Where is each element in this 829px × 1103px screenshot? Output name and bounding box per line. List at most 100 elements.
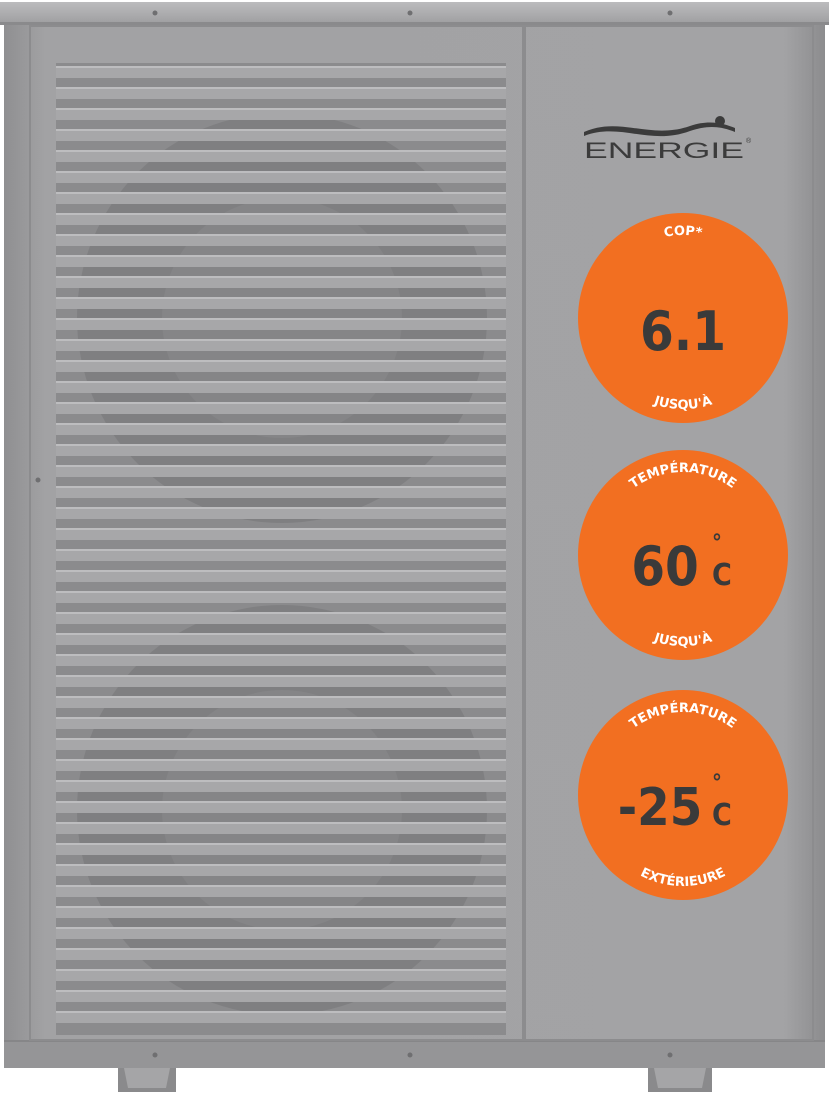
- screws: [35, 10, 673, 1058]
- louver-highlight: [56, 402, 506, 404]
- louver-highlight: [56, 717, 506, 719]
- badge-cop-bottom-label: JUSQU'À: [651, 393, 714, 413]
- registered-mark: ®: [746, 137, 752, 145]
- badge-outdoor-temperature-degree: °: [712, 771, 722, 796]
- grille-louver: [56, 402, 506, 414]
- grille-louver: [56, 276, 506, 288]
- louver-highlight: [56, 423, 506, 425]
- grille-louver: [56, 591, 506, 603]
- grille-louver: [56, 675, 506, 687]
- louver-highlight: [56, 612, 506, 614]
- grille-louver: [56, 528, 506, 540]
- louver-highlight: [56, 822, 506, 824]
- louver-highlight: [56, 318, 506, 320]
- grille-louver: [56, 213, 506, 225]
- badge-cop-value: 6.1: [640, 300, 726, 363]
- louver-highlight: [56, 1011, 506, 1013]
- grille-louver: [56, 633, 506, 645]
- grille-louver: [56, 864, 506, 876]
- louver-highlight: [56, 591, 506, 593]
- louver-highlight: [56, 675, 506, 677]
- grille-louver: [56, 717, 506, 729]
- svg-text:JUSQU'À: JUSQU'À: [651, 630, 714, 650]
- louver-highlight: [56, 633, 506, 635]
- grille-louver: [56, 129, 506, 141]
- louver-highlight: [56, 801, 506, 803]
- energie-logo: ENERGIE ®: [584, 116, 752, 163]
- grille-louver: [56, 255, 506, 267]
- louver-highlight: [56, 297, 506, 299]
- louver-highlight: [56, 108, 506, 110]
- louver-highlight: [56, 192, 506, 194]
- louver-highlight: [56, 234, 506, 236]
- grille-louver: [56, 66, 506, 78]
- louver-highlight: [56, 528, 506, 530]
- grille-louver: [56, 654, 506, 666]
- svg-text:COP*: COP*: [663, 224, 704, 241]
- louver-highlight: [56, 948, 506, 950]
- badge-outdoor-temperature-value: -25: [618, 778, 703, 838]
- louver-highlight: [56, 87, 506, 89]
- louver-highlight: [56, 843, 506, 845]
- badge-cop-top-label: COP*: [663, 224, 704, 241]
- top-lid: [0, 2, 829, 24]
- louver-highlight: [56, 381, 506, 383]
- badge-water-temperature-unit: C: [712, 558, 732, 593]
- svg-text:JUSQU'À: JUSQU'À: [651, 393, 714, 413]
- louver-highlight: [56, 549, 506, 551]
- grille-louver: [56, 612, 506, 624]
- fan-grille: [56, 63, 506, 1035]
- louver-highlight: [56, 570, 506, 572]
- louver-highlight: [56, 927, 506, 929]
- grille-louver: [56, 885, 506, 897]
- grille-louver: [56, 234, 506, 246]
- louver-highlight: [56, 885, 506, 887]
- badge-outdoor-temperature-unit: C: [712, 798, 732, 833]
- badge-water-temperature-degree: °: [712, 531, 722, 556]
- grille-louver: [56, 171, 506, 183]
- louver-highlight: [56, 276, 506, 278]
- louver-highlight: [56, 339, 506, 341]
- grille-louver: [56, 843, 506, 855]
- louver-highlight: [56, 906, 506, 908]
- louver-highlight: [56, 66, 506, 68]
- grille-louver: [56, 339, 506, 351]
- louver-highlight: [56, 465, 506, 467]
- grille-louver: [56, 969, 506, 981]
- louver-highlight: [56, 255, 506, 257]
- grille-louver: [56, 360, 506, 372]
- grille-louver: [56, 1011, 506, 1023]
- louver-highlight: [56, 780, 506, 782]
- mounting-feet: [118, 1064, 712, 1092]
- grille-louver: [56, 990, 506, 1002]
- grille-louver: [56, 318, 506, 330]
- grille-louver: [56, 549, 506, 561]
- louver-highlight: [56, 171, 506, 173]
- louver-highlight: [56, 654, 506, 656]
- badge-water-temperature: TEMPÉRATURE 60 ° C JUSQU'À: [578, 450, 788, 660]
- louver-highlight: [56, 759, 506, 761]
- grille-louver: [56, 87, 506, 99]
- grille-louver: [56, 927, 506, 939]
- grille-louver: [56, 696, 506, 708]
- grille-louver: [56, 738, 506, 750]
- louver-highlight: [56, 129, 506, 131]
- grille-louver: [56, 801, 506, 813]
- louver-highlight: [56, 150, 506, 152]
- grille-louver: [56, 297, 506, 309]
- badge-cop: COP* 6.1 JUSQU'À: [578, 213, 788, 423]
- grille-louver: [56, 906, 506, 918]
- louver-highlight: [56, 507, 506, 509]
- grille-louver: [56, 192, 506, 204]
- louver-highlight: [56, 864, 506, 866]
- badge-water-temperature-bottom-label: JUSQU'À: [651, 630, 714, 650]
- badge-outdoor-temperature: TEMPÉRATURE -25 ° C EXTÉRIEURE: [578, 690, 788, 900]
- grille-louver: [56, 822, 506, 834]
- louver-highlight: [56, 738, 506, 740]
- brand-name: ENERGIE: [584, 138, 744, 163]
- grille-louver: [56, 486, 506, 498]
- grille-louver: [56, 507, 506, 519]
- grille-louver: [56, 444, 506, 456]
- louver-highlight: [56, 696, 506, 698]
